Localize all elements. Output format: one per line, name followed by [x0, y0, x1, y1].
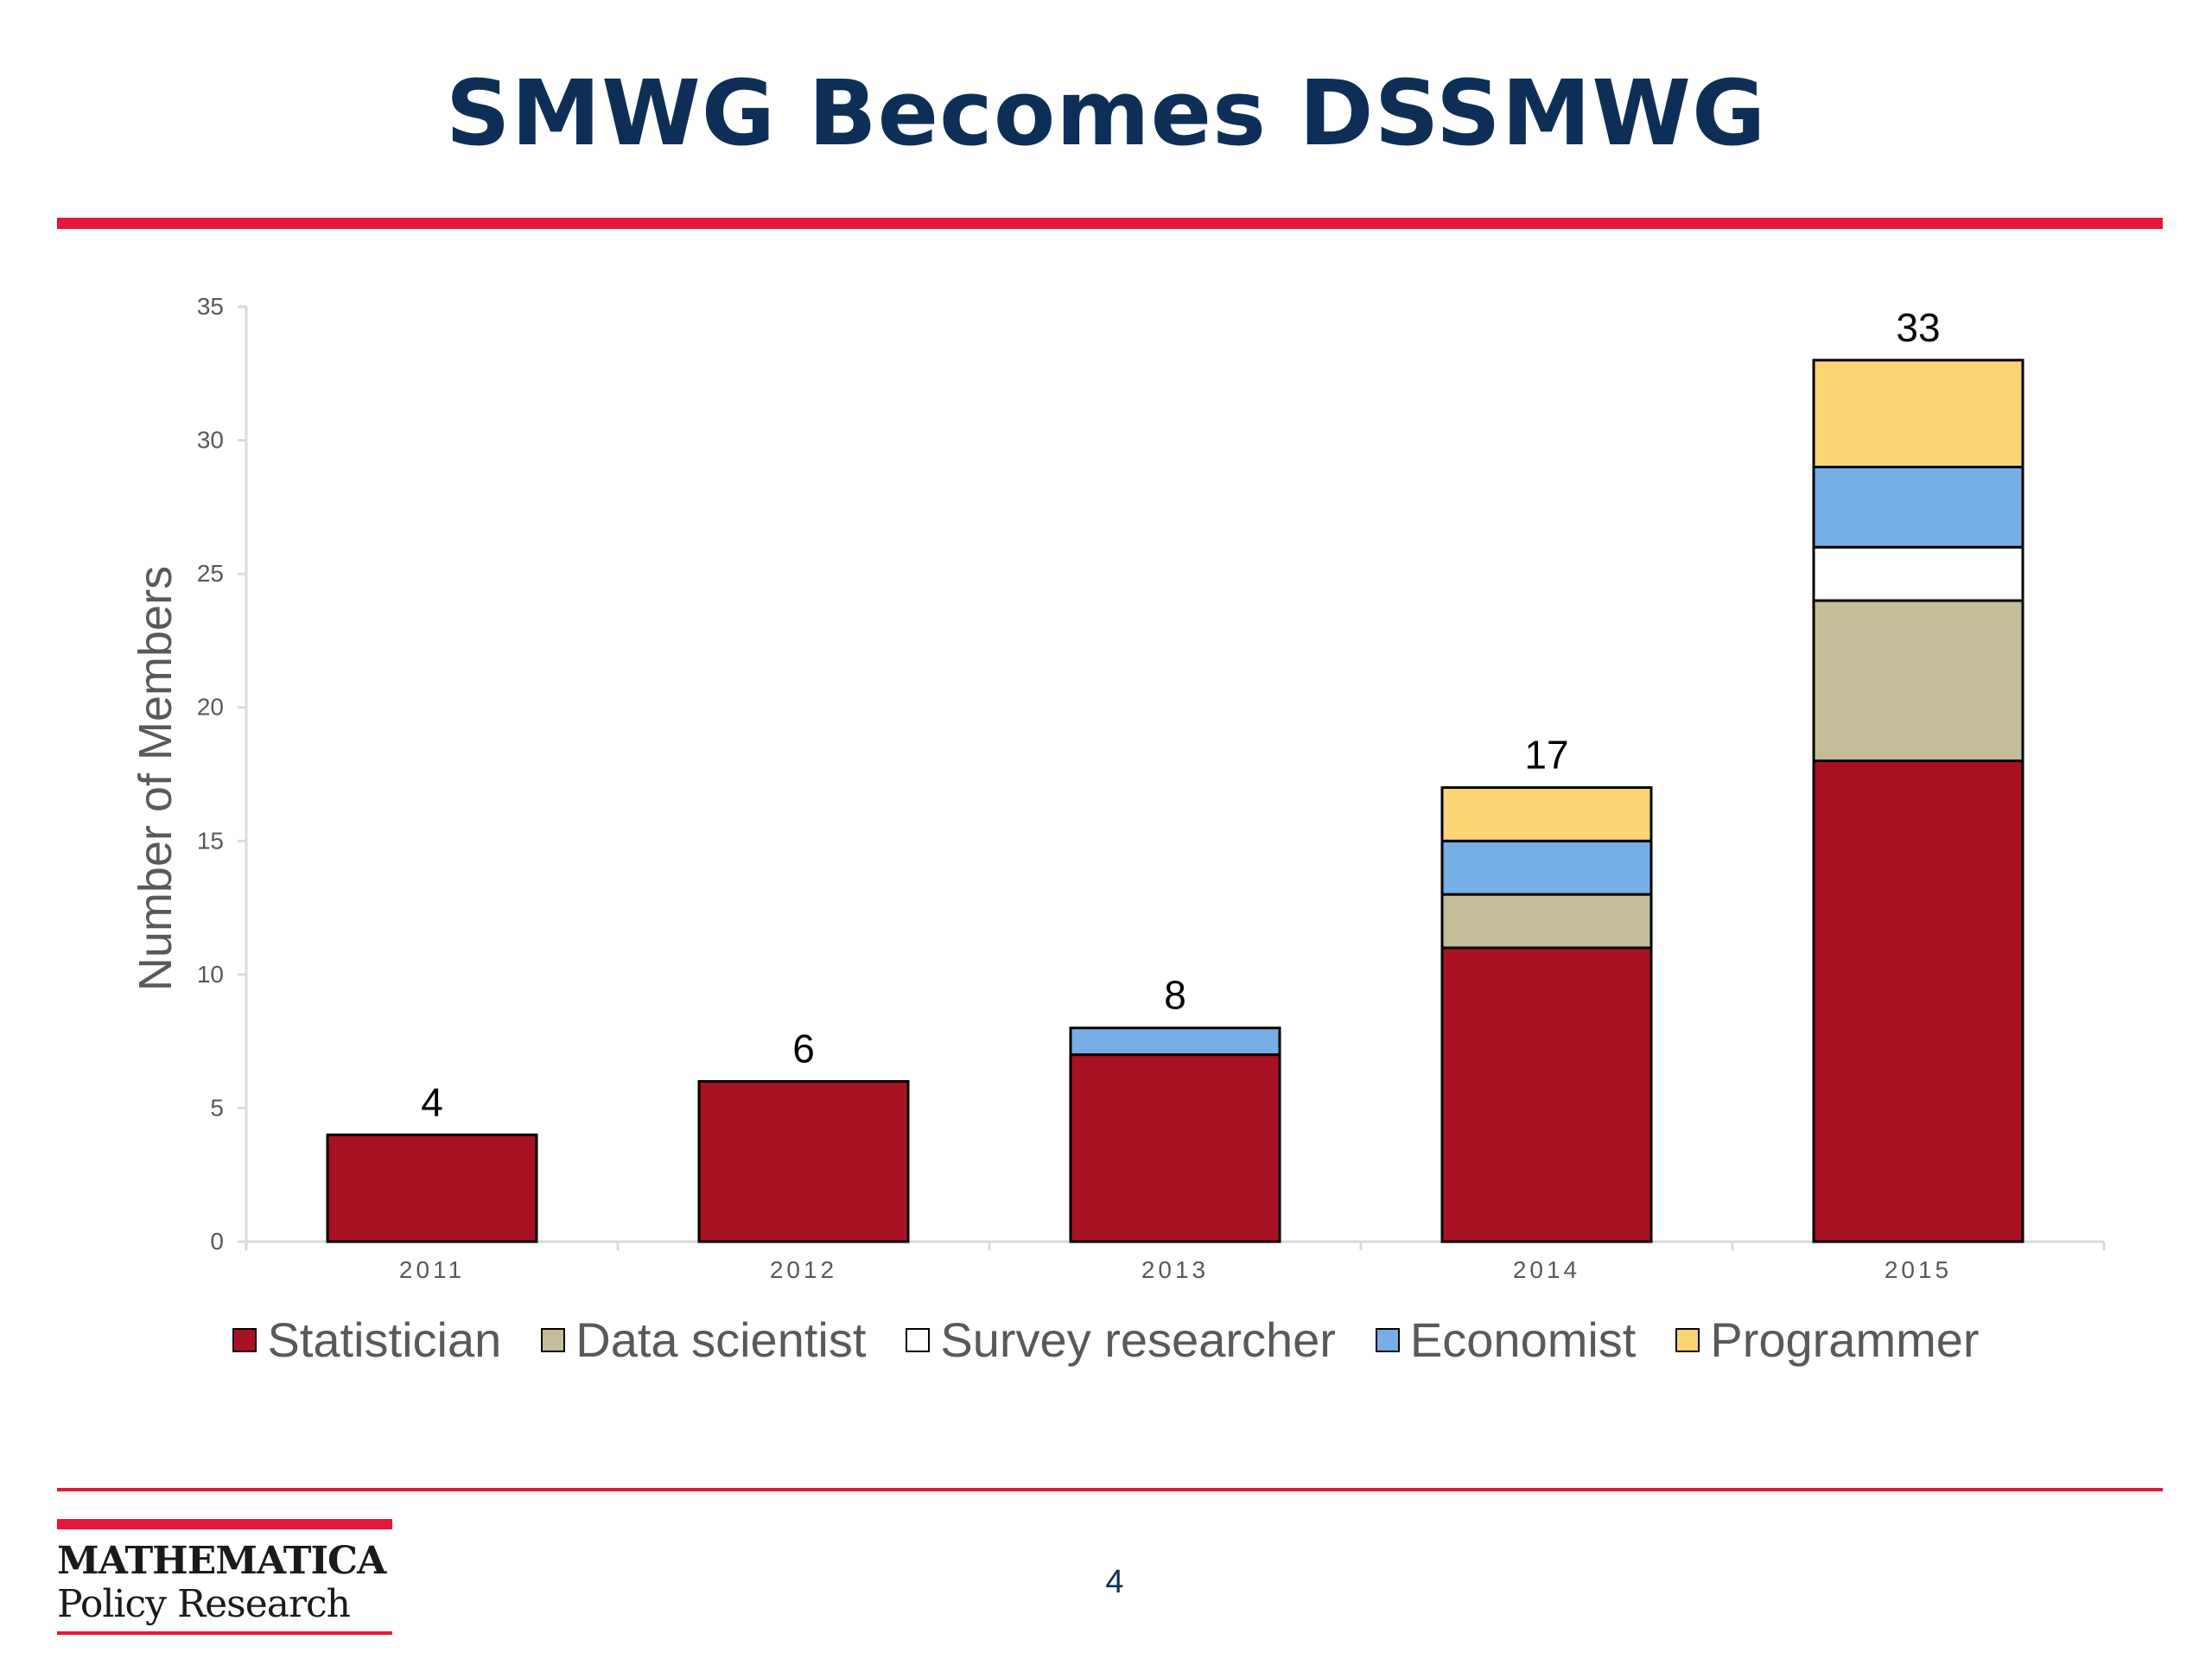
x-tick-label: 2015: [1885, 1256, 1952, 1283]
legend-swatch: [1375, 1327, 1400, 1352]
bar-segment-programmer: [1440, 785, 1653, 842]
y-tick-label: 30: [197, 427, 224, 454]
legend-swatch: [232, 1327, 257, 1352]
legend-item: Statistician: [232, 1312, 501, 1368]
legend-label: Survey researcher: [940, 1313, 1336, 1367]
logo-rule-top: [57, 1519, 392, 1529]
logo-line-1: MATHEMATICA: [57, 1539, 386, 1583]
title-divider: [57, 218, 2163, 229]
bar-segment-statistician: [697, 1080, 910, 1243]
bar-segment-economist: [1812, 465, 2024, 549]
x-tick-label: 2011: [399, 1256, 465, 1283]
bar-segment-programmer: [1812, 359, 2024, 468]
legend-item: Programmer: [1675, 1312, 1980, 1368]
bar-total-label: 33: [1896, 305, 1940, 350]
y-tick-label: 20: [197, 694, 224, 721]
legend-swatch: [906, 1327, 931, 1352]
y-tick-label: 10: [197, 961, 224, 988]
y-tick-label: 5: [210, 1094, 224, 1121]
slide-title: SMWG Becomes DSSMWG: [445, 60, 1767, 166]
bar-segment-data-scientist: [1812, 599, 2024, 763]
bar-segment-statistician: [1069, 1053, 1281, 1243]
logo-rule-bottom: [57, 1631, 392, 1635]
bar-segment-statistician: [326, 1133, 538, 1243]
bar-total-label: 6: [792, 1027, 815, 1071]
mathematica-logo: MATHEMATICA Policy Research: [57, 1519, 392, 1635]
bar-segment-statistician: [1812, 760, 2024, 1243]
page-number: 4: [1105, 1564, 1124, 1600]
legend-item: Economist: [1375, 1312, 1637, 1368]
y-tick-label: 25: [197, 560, 224, 587]
x-tick-label: 2014: [1513, 1256, 1580, 1283]
y-tick-label: 15: [197, 827, 224, 854]
bar-segment-economist: [1069, 1027, 1281, 1057]
y-tick-label: 35: [197, 293, 224, 320]
chart-legend: Statistician Data scientist Survey researc…: [0, 1312, 2212, 1368]
legend-item: Survey researcher: [906, 1312, 1336, 1368]
legend-label: Statistician: [267, 1313, 502, 1367]
stacked-bar-chart: 0 5 10 15 20 25 30 35 Number of Members 4 2011 6 201…: [130, 293, 2106, 1283]
legend-swatch: [1675, 1327, 1700, 1352]
legend-item: Data scientist: [541, 1312, 866, 1368]
y-axis-title: Number of Members: [130, 566, 181, 991]
legend-label: Data scientist: [575, 1313, 867, 1367]
bar-segment-economist: [1440, 839, 1653, 896]
bar-segment-data-scientist: [1440, 893, 1653, 950]
bar-total-label: 8: [1164, 973, 1186, 1018]
bar-total-label: 17: [1524, 732, 1568, 777]
legend-label: Programmer: [1710, 1313, 1980, 1367]
y-tick-label: 0: [210, 1228, 224, 1255]
legend-label: Economist: [1409, 1313, 1637, 1367]
bar-segment-statistician: [1440, 946, 1653, 1243]
legend-swatch: [541, 1327, 566, 1352]
logo-line-2: Policy Research: [57, 1582, 351, 1626]
x-tick-label: 2012: [770, 1256, 837, 1283]
footer-divider: [57, 1488, 2163, 1491]
bar-total-label: 4: [421, 1079, 443, 1124]
x-tick-label: 2013: [1141, 1256, 1209, 1283]
bar-segment-survey-researcher: [1812, 545, 2024, 602]
